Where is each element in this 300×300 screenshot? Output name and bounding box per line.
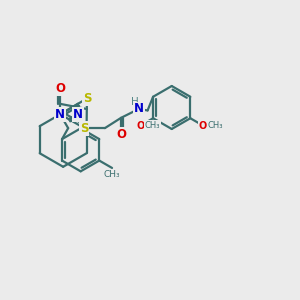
Text: O: O [116,128,126,140]
Text: N: N [73,108,83,121]
Text: S: S [80,122,88,135]
Text: N: N [55,108,65,121]
Text: N: N [134,103,144,116]
Text: O: O [199,121,207,130]
Text: H: H [131,97,139,106]
Text: O: O [136,121,145,130]
Text: CH₃: CH₃ [208,121,223,130]
Text: O: O [55,82,65,95]
Text: CH₃: CH₃ [145,121,161,130]
Text: CH₃: CH₃ [104,170,120,179]
Text: S: S [83,92,91,105]
